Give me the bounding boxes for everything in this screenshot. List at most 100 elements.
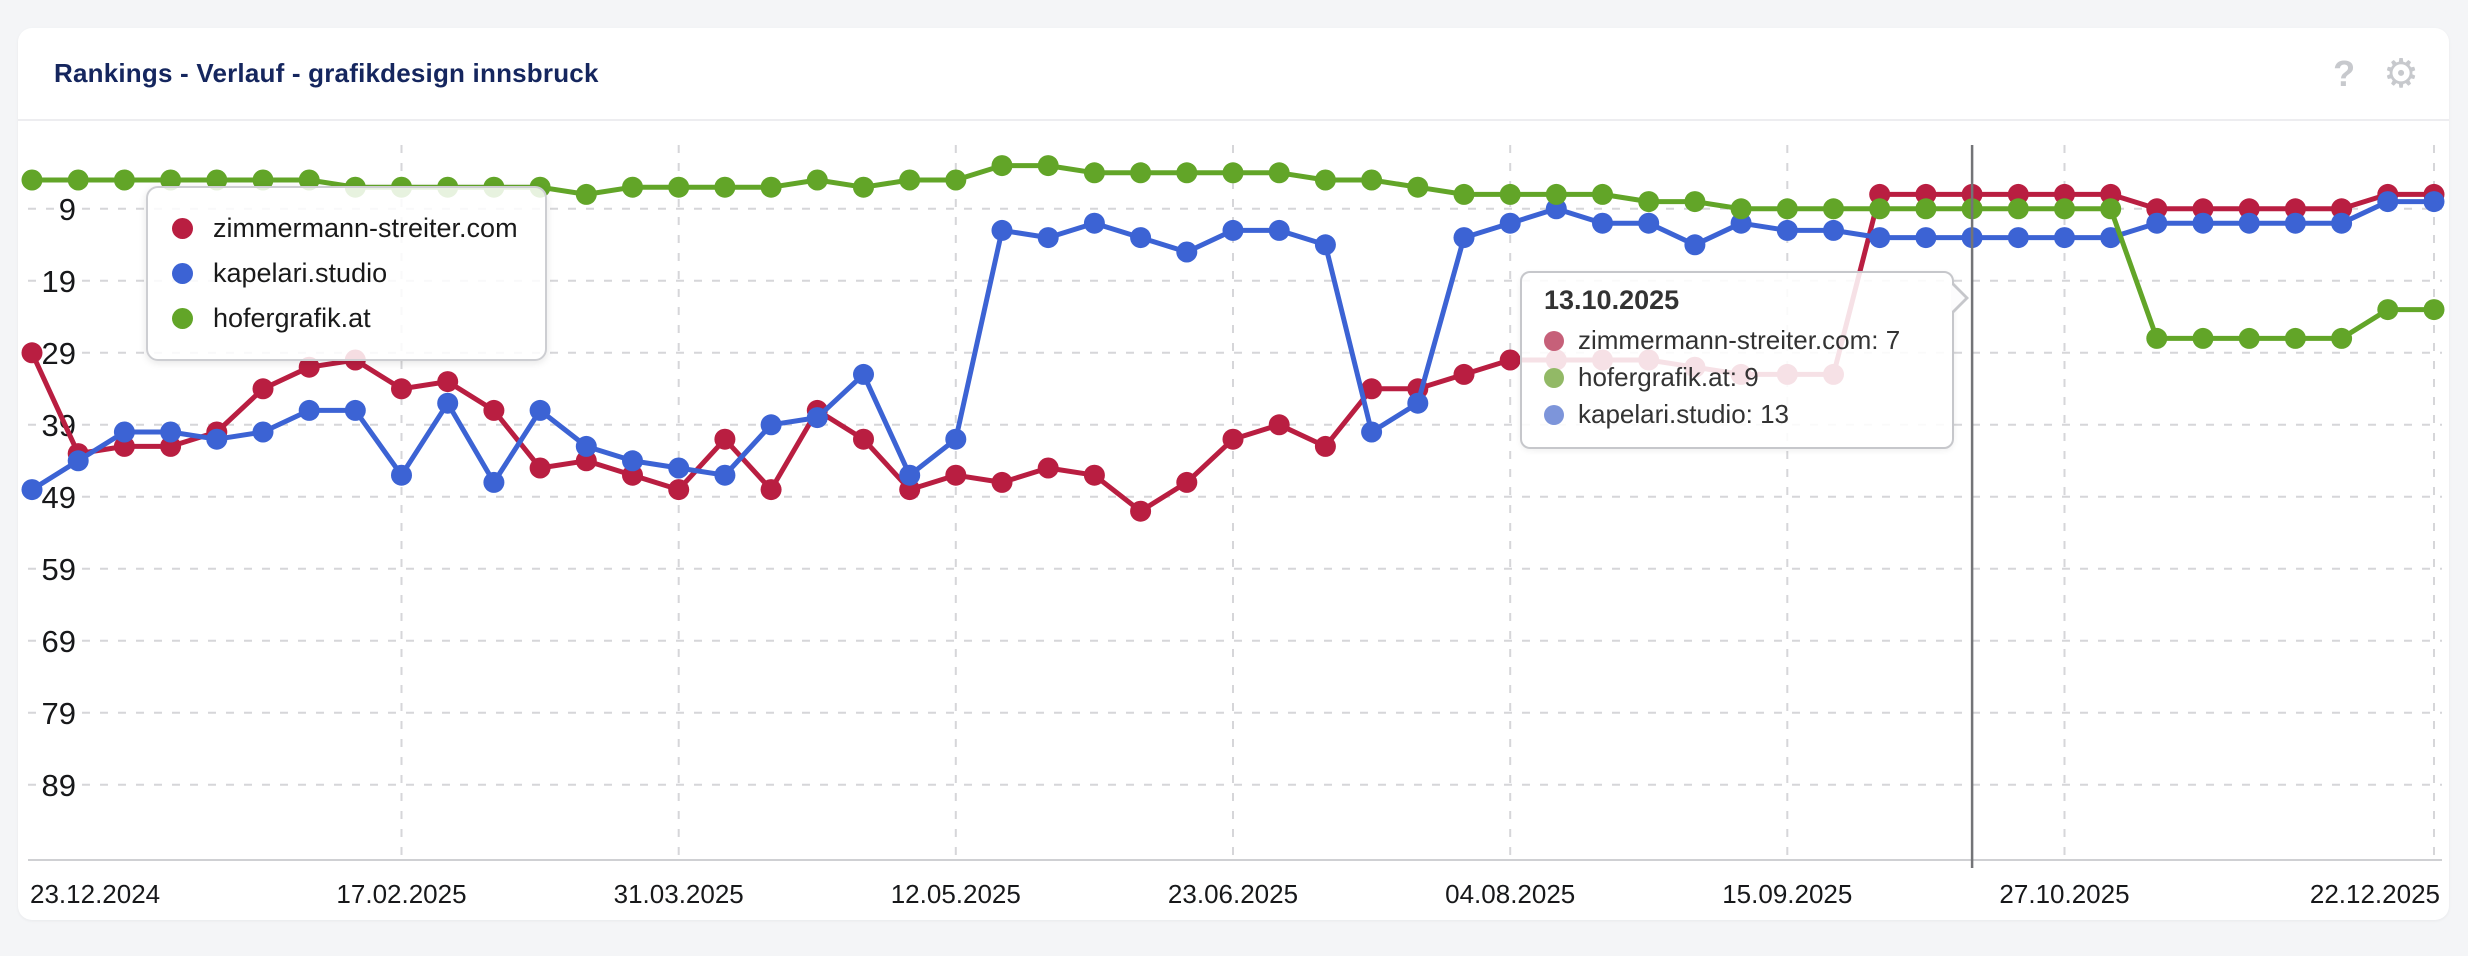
data-point[interactable] <box>1915 227 1937 249</box>
data-point[interactable] <box>1776 219 1798 241</box>
data-point[interactable] <box>1545 198 1567 220</box>
data-point[interactable] <box>853 363 874 385</box>
data-point[interactable] <box>1592 183 1613 205</box>
data-point[interactable] <box>298 169 320 191</box>
data-point[interactable] <box>1222 428 1244 450</box>
data-point[interactable] <box>1869 198 1891 220</box>
data-point[interactable] <box>899 464 921 486</box>
data-point[interactable] <box>2423 299 2445 321</box>
data-point[interactable] <box>1869 183 1891 205</box>
data-point[interactable] <box>206 169 228 191</box>
data-point[interactable] <box>2054 227 2075 249</box>
data-point[interactable] <box>2100 183 2122 205</box>
data-point[interactable] <box>113 421 135 443</box>
data-point[interactable] <box>2146 198 2168 220</box>
data-point[interactable] <box>391 378 412 400</box>
data-point[interactable] <box>2192 327 2214 349</box>
data-point[interactable] <box>1130 227 1152 249</box>
data-point[interactable] <box>206 428 228 450</box>
data-point[interactable] <box>2007 198 2029 220</box>
data-point[interactable] <box>1453 363 1475 385</box>
data-point[interactable] <box>298 399 320 421</box>
data-point[interactable] <box>1823 219 1844 241</box>
data-point[interactable] <box>1638 191 1660 213</box>
data-point[interactable] <box>1915 198 1937 220</box>
data-point[interactable] <box>622 450 643 472</box>
data-point[interactable] <box>113 169 135 191</box>
data-point[interactable] <box>252 421 274 443</box>
data-point[interactable] <box>2331 198 2353 220</box>
data-point[interactable] <box>899 479 921 501</box>
data-point[interactable] <box>160 421 182 443</box>
data-point[interactable] <box>668 479 690 501</box>
data-point[interactable] <box>437 371 459 393</box>
data-point[interactable] <box>945 428 967 450</box>
data-point[interactable] <box>1499 349 1521 371</box>
data-point[interactable] <box>760 414 782 436</box>
data-point[interactable] <box>1684 191 1706 213</box>
data-point[interactable] <box>2054 183 2075 205</box>
data-point[interactable] <box>1037 155 1059 177</box>
data-point[interactable] <box>622 464 643 486</box>
data-point[interactable] <box>714 428 736 450</box>
data-point[interactable] <box>437 392 459 414</box>
data-point[interactable] <box>668 176 690 198</box>
data-point[interactable] <box>668 457 690 479</box>
data-point[interactable] <box>483 399 505 421</box>
data-point[interactable] <box>991 471 1013 493</box>
data-point[interactable] <box>2284 198 2306 220</box>
data-point[interactable] <box>1083 464 1105 486</box>
data-point[interactable] <box>1268 414 1290 436</box>
data-point[interactable] <box>2331 212 2353 234</box>
data-point[interactable] <box>1176 471 1198 493</box>
data-point[interactable] <box>1314 435 1336 457</box>
data-point[interactable] <box>1407 176 1429 198</box>
data-point[interactable] <box>714 176 736 198</box>
data-point[interactable] <box>1268 219 1290 241</box>
data-point[interactable] <box>1130 162 1152 184</box>
data-point[interactable] <box>1268 162 1290 184</box>
data-point[interactable] <box>21 169 43 191</box>
data-point[interactable] <box>1037 457 1059 479</box>
data-point[interactable] <box>2100 198 2122 220</box>
data-point[interactable] <box>67 169 89 191</box>
data-point[interactable] <box>2146 327 2168 349</box>
data-point[interactable] <box>391 464 412 486</box>
legend-item-kapelari-studio[interactable]: kapelari.studio <box>172 251 521 296</box>
legend-item-zimmermann-streiter[interactable]: zimmermann-streiter.com <box>172 206 521 251</box>
data-point[interactable] <box>529 457 551 479</box>
data-point[interactable] <box>1823 198 1844 220</box>
data-point[interactable] <box>1638 212 1660 234</box>
data-point[interactable] <box>252 378 274 400</box>
data-point[interactable] <box>1499 183 1521 205</box>
data-point[interactable] <box>945 464 967 486</box>
data-point[interactable] <box>67 450 89 472</box>
data-point[interactable] <box>1730 212 1752 234</box>
data-point[interactable] <box>2377 299 2399 321</box>
data-point[interactable] <box>853 428 874 450</box>
data-point[interactable] <box>1314 234 1336 256</box>
data-point[interactable] <box>483 471 505 493</box>
data-point[interactable] <box>21 342 43 364</box>
data-point[interactable] <box>344 399 366 421</box>
data-point[interactable] <box>2238 327 2260 349</box>
rankings-chart[interactable]: 9 19 29 39 49 59 69 79 89 23.12.2024 17.02.2025 31.… <box>18 123 2449 920</box>
data-point[interactable] <box>575 435 597 457</box>
data-point[interactable] <box>1361 378 1383 400</box>
data-point[interactable] <box>760 479 782 501</box>
data-point[interactable] <box>1545 183 1567 205</box>
data-point[interactable] <box>991 219 1013 241</box>
data-point[interactable] <box>853 176 874 198</box>
data-point[interactable] <box>1037 227 1059 249</box>
data-point[interactable] <box>575 450 597 472</box>
data-point[interactable] <box>2192 198 2214 220</box>
data-point[interactable] <box>806 407 828 429</box>
data-point[interactable] <box>1176 241 1198 263</box>
data-point[interactable] <box>1222 219 1244 241</box>
data-point[interactable] <box>760 176 782 198</box>
data-point[interactable] <box>2007 227 2029 249</box>
data-point[interactable] <box>1130 500 1152 522</box>
data-point[interactable] <box>160 169 182 191</box>
data-point[interactable] <box>1499 212 1521 234</box>
data-point[interactable] <box>2284 327 2306 349</box>
